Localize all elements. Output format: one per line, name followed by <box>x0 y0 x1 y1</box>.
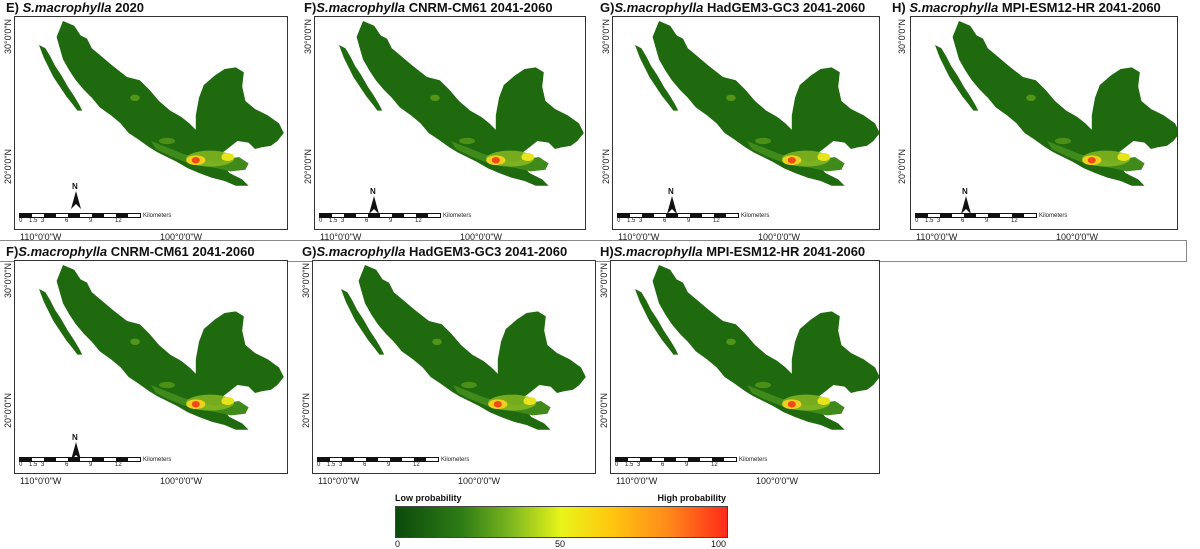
lon-label-left: 110°0'0"W <box>20 476 62 486</box>
lon-label-left: 110°0'0"W <box>320 232 362 242</box>
map-raster <box>635 21 879 186</box>
legend-high-label: High probability <box>657 493 727 503</box>
lat-label-top: 30°0'0"N <box>303 18 313 54</box>
map-frame: N 0 1.5 3 6 9 12 Kilometers <box>910 16 1178 230</box>
map-frame: N 0 1.5 3 6 9 12 Kilometers <box>314 16 586 230</box>
north-arrow-icon: N <box>67 433 85 460</box>
map-raster <box>935 21 1177 186</box>
map-frame: N 0 1.5 3 6 9 12 Kilometers <box>612 16 880 230</box>
lat-label-top: 30°0'0"N <box>301 262 311 298</box>
map-raster <box>39 21 284 186</box>
lat-label-bottom: 20°0'0"N <box>3 392 13 428</box>
panel-title: F)S.macrophylla CNRM-CM61 2041-2060 <box>6 244 255 259</box>
lon-label-right: 100°0'0"W <box>460 232 503 242</box>
lat-label-top: 30°0'0"N <box>3 18 13 54</box>
scale-bar: 0 1.5 3 6 9 12 Kilometers <box>915 213 1068 224</box>
map-frame: N 0 1.5 3 6 9 12 Kilometers <box>14 16 288 230</box>
panel-title: G)S.macrophylla HadGEM3-GC3 2041-2060 <box>600 0 866 15</box>
panel-title: H)S.macrophylla MPI-ESM12-HR 2041-2060 <box>600 244 866 259</box>
map-frame: 0 1.5 3 6 9 12 Kilometers <box>610 260 880 474</box>
map-panel-e: E) S.macrophylla 2020 N 0 1.5 3 6 9 12 K… <box>0 0 300 242</box>
map-panel-f-row2: F)S.macrophylla CNRM-CM61 2041-2060 N 0 … <box>0 244 300 486</box>
lon-label-left: 110°0'0"W <box>618 232 660 242</box>
lon-label-right: 100°0'0"W <box>756 476 799 486</box>
map-panel-h-row2: H)S.macrophylla MPI-ESM12-HR 2041-2060 0… <box>596 244 886 486</box>
panel-title: G)S.macrophylla HadGEM3-GC3 2041-2060 <box>302 244 568 259</box>
scale-bar: 0 1.5 3 6 9 12 Kilometers <box>317 457 470 468</box>
lat-label-bottom: 20°0'0"N <box>303 148 313 184</box>
legend-low-label: Low probability <box>395 493 462 503</box>
lon-label-right: 100°0'0"W <box>1056 232 1099 242</box>
lat-label-top: 30°0'0"N <box>3 262 13 298</box>
lat-label-bottom: 20°0'0"N <box>897 148 907 184</box>
map-frame: 0 1.5 3 6 9 12 Kilometers <box>312 260 596 474</box>
lon-label-left: 110°0'0"W <box>916 232 958 242</box>
lat-label-bottom: 20°0'0"N <box>301 392 311 428</box>
north-arrow-icon: N <box>663 187 681 214</box>
north-arrow-icon: N <box>365 187 383 214</box>
map-panel-g: G)S.macrophylla HadGEM3-GC3 2041-2060 N … <box>598 0 888 242</box>
map-raster <box>339 21 584 186</box>
lat-label-bottom: 20°0'0"N <box>601 148 611 184</box>
lat-label-top: 30°0'0"N <box>897 18 907 54</box>
lon-label-right: 100°0'0"W <box>160 476 203 486</box>
lon-label-right: 100°0'0"W <box>758 232 801 242</box>
lon-label-left: 110°0'0"W <box>318 476 360 486</box>
north-arrow-icon: N <box>67 182 85 209</box>
scale-bar: 0 1.5 3 6 9 12 Kilometers <box>615 457 768 468</box>
map-raster <box>635 265 879 430</box>
panel-title: H) S.macrophylla MPI-ESM12-HR 2041-2060 <box>892 0 1161 15</box>
map-panel-h: H) S.macrophylla MPI-ESM12-HR 2041-2060 … <box>888 0 1200 242</box>
legend-tick-50: 50 <box>555 539 566 549</box>
lon-label-left: 110°0'0"W <box>20 232 62 242</box>
north-arrow-icon: N <box>957 187 975 214</box>
map-panel-g-row2: G)S.macrophylla HadGEM3-GC3 2041-2060 0 … <box>298 244 598 486</box>
map-raster <box>341 265 586 430</box>
scale-bar: 0 1.5 3 6 9 12 Kilometers <box>319 213 472 224</box>
map-frame: N 0 1.5 3 6 9 12 Kilometers <box>14 260 288 474</box>
map-raster <box>39 265 284 430</box>
lat-label-top: 30°0'0"N <box>601 18 611 54</box>
legend-tick-100: 100 <box>711 539 727 549</box>
scale-bar: 0 1.5 3 6 9 12 Kilometers <box>19 213 172 224</box>
panel-title: F)S.macrophylla CNRM-CM61 2041-2060 <box>304 0 553 15</box>
legend-tick-0: 0 <box>395 539 401 549</box>
panel-title: E) S.macrophylla 2020 <box>6 0 145 15</box>
scale-bar: 0 1.5 3 6 9 12 Kilometers <box>19 457 172 468</box>
lon-label-right: 100°0'0"W <box>160 232 203 242</box>
lat-label-bottom: 20°0'0"N <box>599 392 609 428</box>
legend-color-ramp <box>395 506 728 538</box>
scale-bar: 0 1.5 3 6 9 12 Kilometers <box>617 213 770 224</box>
lon-label-right: 100°0'0"W <box>458 476 501 486</box>
lat-label-bottom: 20°0'0"N <box>3 148 13 184</box>
lon-label-left: 110°0'0"W <box>616 476 658 486</box>
lat-label-top: 30°0'0"N <box>599 262 609 298</box>
map-panel-f: F)S.macrophylla CNRM-CM61 2041-2060 N 0 … <box>300 0 600 242</box>
